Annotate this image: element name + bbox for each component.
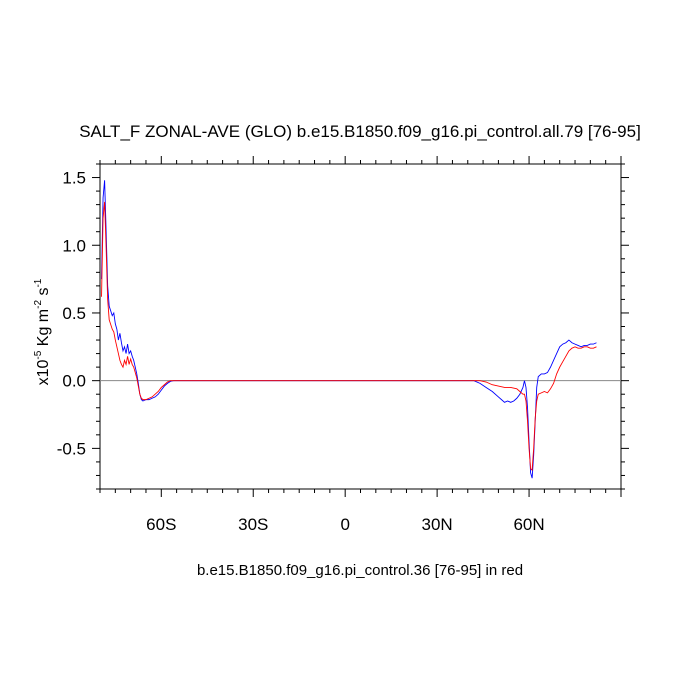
y-tick-label: 0.0	[62, 372, 86, 391]
y-axis: 1.5 1.0 0.5 0.0 -0.5	[57, 163, 629, 490]
series-line-blue	[101, 180, 597, 479]
y-tick-label: -0.5	[57, 439, 86, 458]
comparison-note: b.e15.B1850.f09_g16.pi_control.36 [76-95…	[197, 562, 523, 579]
y-label-exp2: -2	[33, 300, 44, 309]
y-tick-label: 1.0	[62, 236, 86, 255]
x-tick-label: 60N	[513, 515, 544, 534]
y-label-exp3: -1	[33, 278, 44, 287]
x-tick-label: 60S	[146, 515, 176, 534]
chart-title: SALT_F ZONAL-AVE (GLO) b.e15.B1850.f09_g…	[79, 122, 641, 141]
x-tick-label: 30S	[238, 515, 268, 534]
y-axis-label: x10-5 Kg m-2 s-1	[33, 278, 52, 385]
plot-border	[99, 163, 622, 490]
series-group	[101, 180, 597, 479]
y-tick-label: 1.5	[62, 169, 86, 188]
y-label-unit-s: s	[35, 288, 52, 300]
y-label-exp1: -5	[33, 350, 44, 359]
y-label-prefix: x10	[35, 359, 52, 385]
x-tick-label: 30N	[422, 515, 453, 534]
x-axis: 60S 30S 0 30N 60N	[99, 156, 622, 534]
x-tick-label: 0	[340, 515, 349, 534]
plot-area	[99, 163, 622, 490]
y-label-unit-kgm: Kg m	[35, 309, 52, 351]
series-line-red	[101, 201, 597, 471]
y-tick-label: 0.5	[62, 304, 86, 323]
